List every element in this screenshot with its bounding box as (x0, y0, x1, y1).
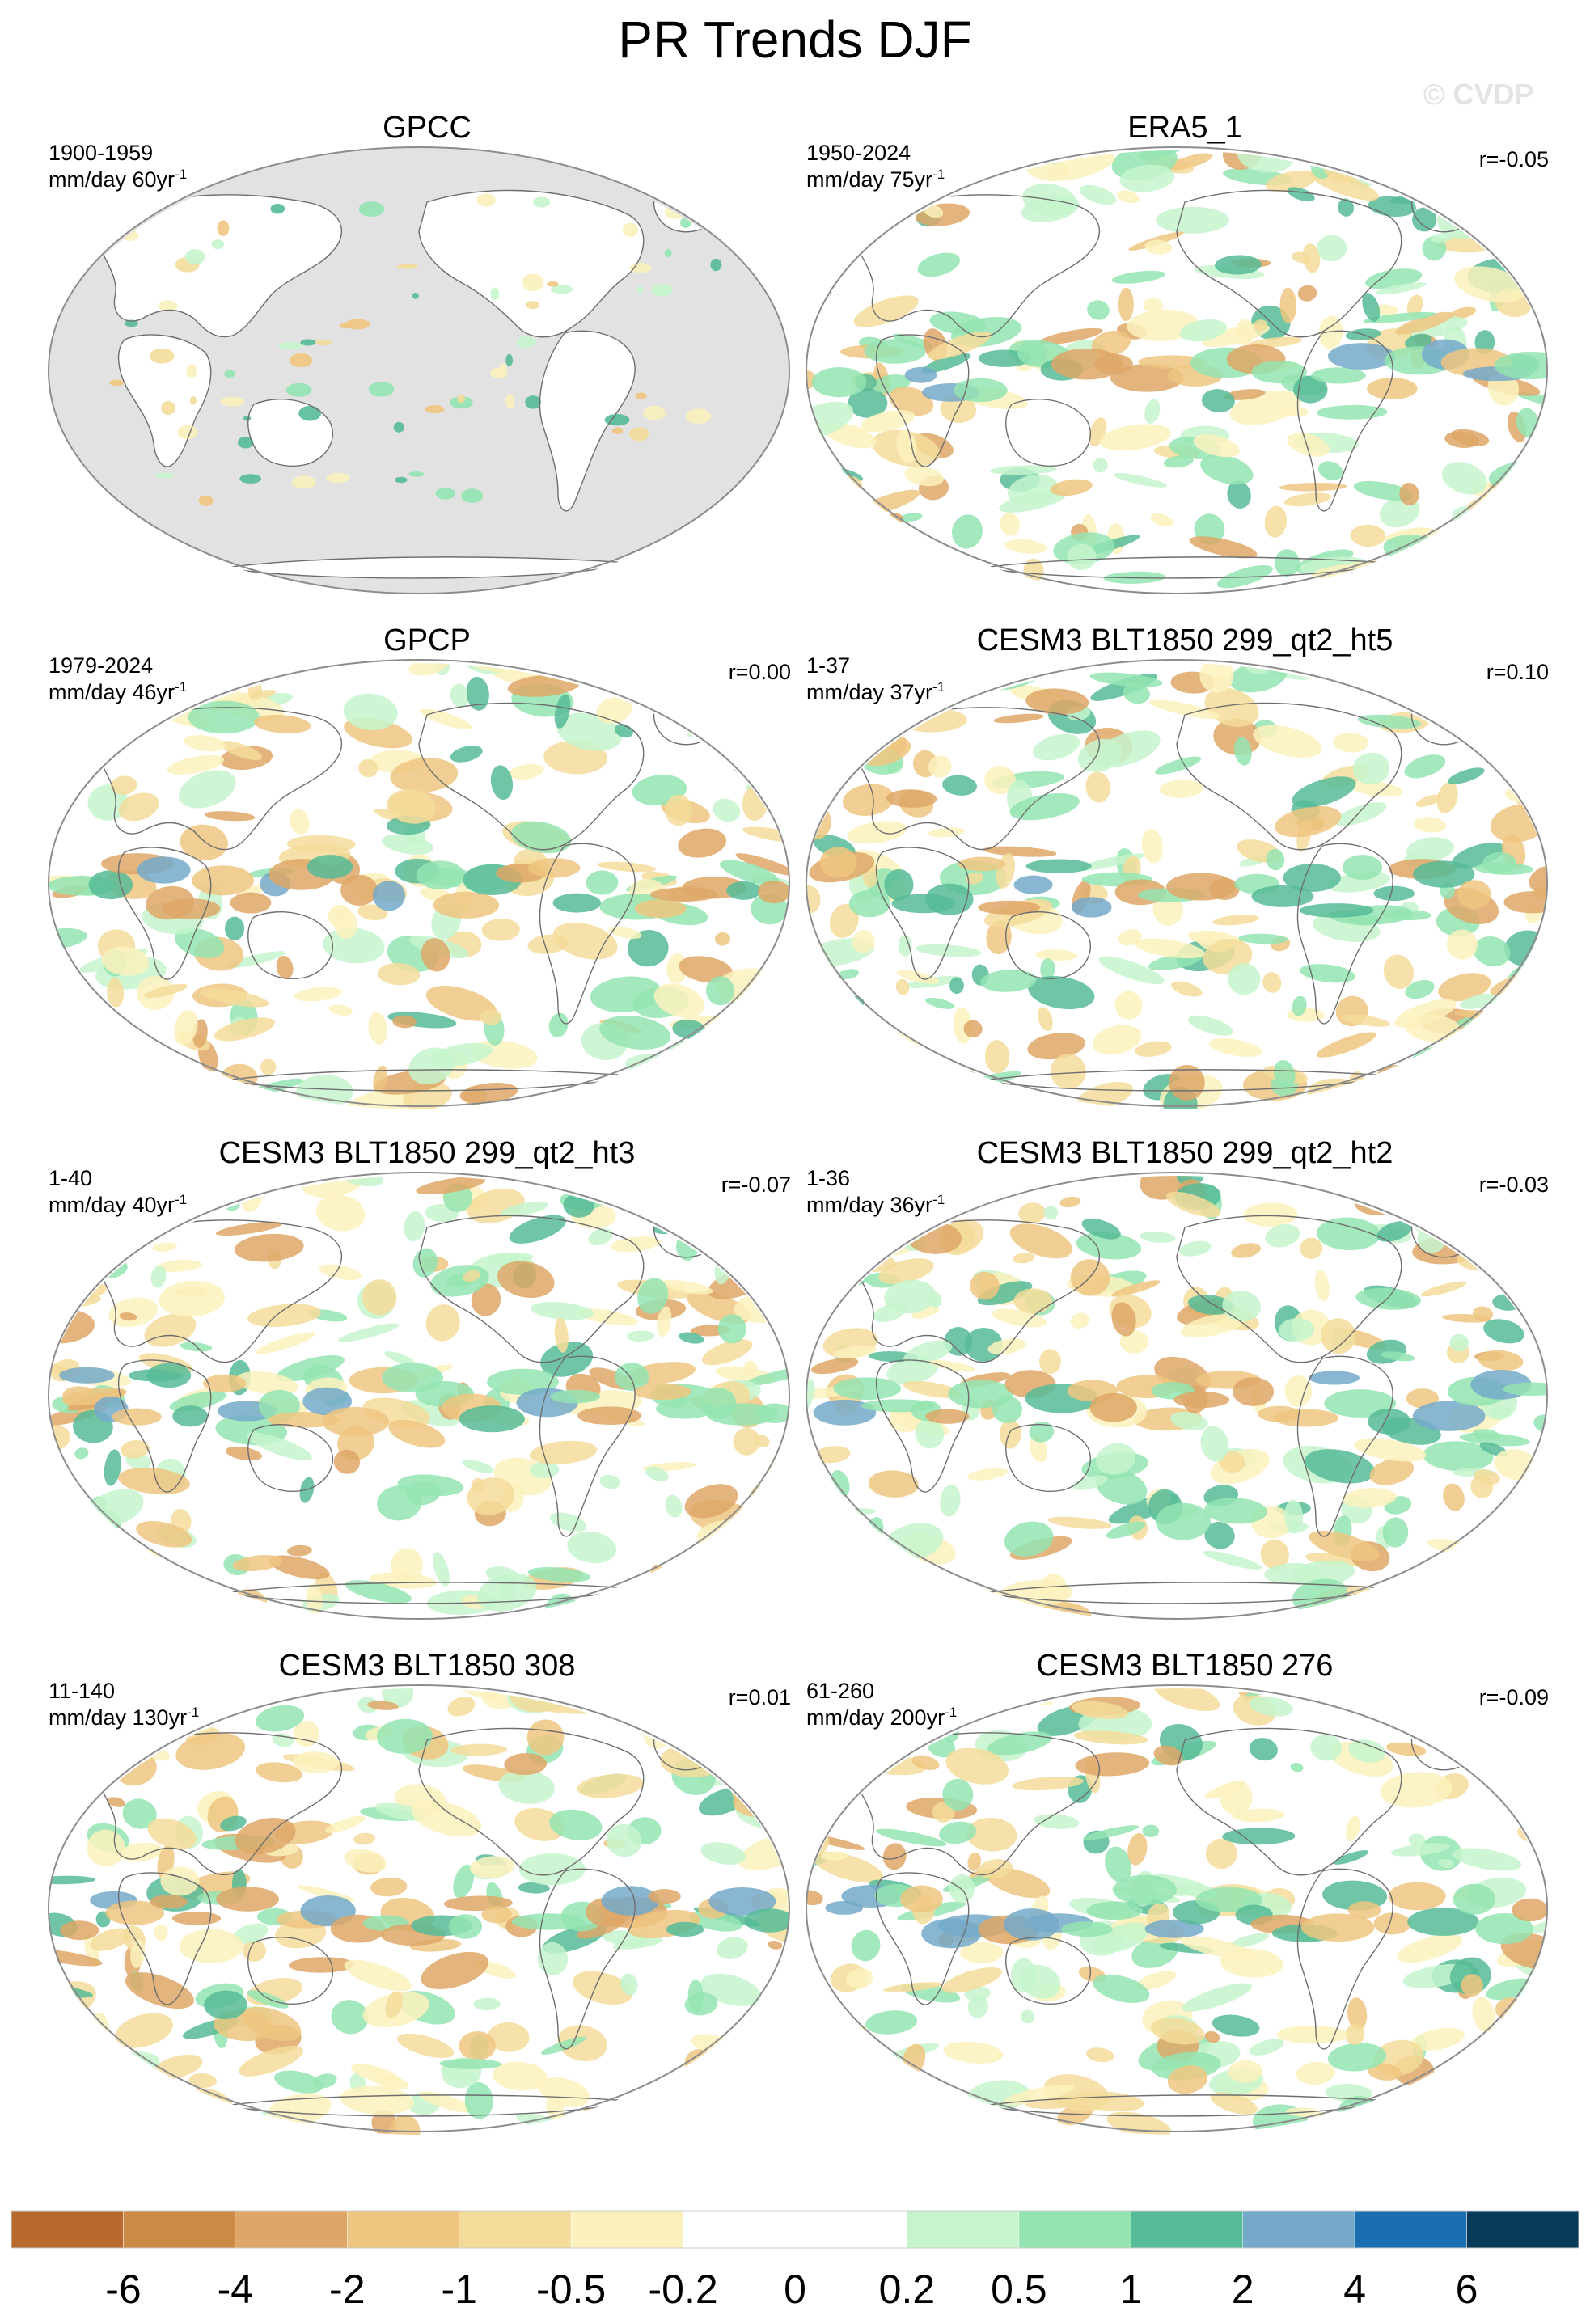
panel-correlation: r=-0.05 (1478, 147, 1549, 171)
map-border (48, 146, 790, 594)
colorbar: -6 -4 -2 -1 -0.5 -0.2 0 0.2 0.5 1 2 4 6 (11, 2210, 1579, 2312)
colorbar-tick-label: -2 (329, 2267, 365, 2312)
map (806, 146, 1548, 597)
map-border (48, 1172, 790, 1620)
panel-correlation: r=0.00 (728, 660, 791, 684)
panel-correlation: r=0.01 (728, 1685, 791, 1709)
panel-title: CESM3 BLT1850 299_qt2_ht5 (976, 623, 1393, 657)
watermark: © CVDP (1423, 78, 1534, 111)
colorbar-swatch (11, 2210, 124, 2249)
map (48, 659, 790, 1109)
panel-units: mm/day 60yr-1 (49, 167, 188, 192)
trend-field (49, 1688, 789, 2135)
colorbar-tick-label: 0.5 (991, 2267, 1047, 2312)
panel-title: CESM3 BLT1850 308 (278, 1649, 576, 1683)
panel-units: mm/day 130yr-1 (49, 1705, 200, 1730)
coastlines (98, 187, 722, 579)
colorbar-tick-label: -6 (105, 2267, 141, 2312)
map (48, 1684, 790, 2135)
map-panel: CESM3 BLT1850 299_qt2_ht3 1-40 mm/day 40yr… (47, 1136, 807, 1638)
panel-title: ERA5_1 (1127, 111, 1242, 145)
panel-period: 1979-2024 (49, 653, 154, 678)
colorbar-swatch (570, 2210, 683, 2249)
panel-title: CESM3 BLT1850 299_qt2_ht2 (976, 1136, 1393, 1170)
map-panel: GPCP 1979-2024 mm/day 46yr-1 r=0.00 (47, 623, 807, 1126)
map-border (806, 1684, 1548, 2132)
trend-field (49, 1176, 789, 1622)
map-border (806, 659, 1548, 1107)
panel-correlation: r=0.10 (1486, 660, 1549, 684)
panel-title: CESM3 BLT1850 299_qt2_ht3 (218, 1136, 636, 1170)
colorbar-swatch (1466, 2210, 1579, 2249)
map (806, 659, 1548, 1109)
colorbar-tick-label: -0.5 (536, 2267, 606, 2312)
map-panel: ERA5_1 1950-2024 mm/day 75yr-1 r=-0.05 (805, 111, 1565, 613)
colorbar-swatch (1018, 2210, 1131, 2249)
colorbar-tick-label: -4 (218, 2267, 253, 2312)
colorbar-tick-label: 1 (1119, 2267, 1142, 2312)
colorbar-tick-label: 4 (1343, 2267, 1366, 2312)
map (48, 146, 790, 594)
panel-period: 1-36 (806, 1166, 851, 1190)
colorbar-tick-label: -1 (441, 2267, 476, 2312)
map (806, 1684, 1548, 2135)
colorbar-tick-label: 6 (1456, 2267, 1478, 2312)
panel-correlation: r=-0.09 (1478, 1685, 1549, 1709)
panel-period: 1-40 (49, 1166, 93, 1190)
map-panel: CESM3 BLT1850 308 11-140 mm/day 130yr-1 r=0… (47, 1649, 807, 2151)
trend-field (806, 1176, 1547, 1622)
map-border (806, 146, 1548, 594)
colorbar-swatch (907, 2210, 1020, 2249)
panel-units: mm/day 200yr-1 (806, 1705, 958, 1730)
panel-title: GPCP (383, 623, 471, 657)
panel-units: mm/day 46yr-1 (49, 679, 188, 704)
panel-correlation: r=-0.03 (1478, 1173, 1549, 1197)
panel-title: GPCC (383, 111, 472, 145)
colorbar-swatch (1131, 2210, 1243, 2249)
panel-period: 11-140 (49, 1679, 116, 1703)
panel-period: 1-37 (806, 653, 851, 678)
map-panel: CESM3 BLT1850 299_qt2_ht2 1-36 mm/day 36yr… (805, 1136, 1565, 1638)
map-border (806, 1172, 1548, 1620)
map (806, 1172, 1548, 1622)
colorbar-tick-label: 0.2 (879, 2267, 936, 2312)
panel-period: 1900-1959 (49, 141, 154, 165)
coastlines (856, 187, 1480, 579)
panel-units: mm/day 40yr-1 (49, 1192, 188, 1217)
map-panel: CESM3 BLT1850 299_qt2_ht5 1-37 mm/day 37yr… (805, 623, 1565, 1126)
colorbar-swatch (347, 2210, 459, 2249)
map-border (48, 659, 790, 1107)
colorbar-tick-label: 2 (1232, 2267, 1254, 2312)
panel-correlation: r=-0.07 (721, 1173, 791, 1197)
colorbar-swatch (235, 2210, 348, 2249)
colorbar-swatch (123, 2210, 236, 2249)
colorbar-swatch (683, 2210, 796, 2249)
map (48, 1172, 790, 1622)
colorbar-tick-label: 0 (784, 2267, 806, 2312)
panel-period: 1950-2024 (806, 141, 911, 165)
colorbar-swatch (1354, 2210, 1467, 2249)
panel-period: 61-260 (806, 1679, 875, 1703)
panel-title: CESM3 BLT1850 276 (1036, 1649, 1334, 1683)
panel-units: mm/day 37yr-1 (806, 679, 945, 704)
panel-units: mm/day 36yr-1 (806, 1192, 945, 1217)
colorbar-tick-label: -0.2 (648, 2267, 717, 2312)
panel-units: mm/day 75yr-1 (806, 167, 945, 192)
colorbar-swatch (459, 2210, 572, 2249)
colorbar-swatch (1242, 2210, 1355, 2249)
map-border (48, 1684, 790, 2132)
map-panel: GPCC 1900-1959 mm/day 60yr-1 (47, 111, 807, 613)
colorbar-swatch (794, 2210, 907, 2249)
figure-title: PR Trends DJF (618, 11, 972, 69)
map-panel: CESM3 BLT1850 276 61-260 mm/day 200yr-1 r=-… (805, 1649, 1565, 2151)
